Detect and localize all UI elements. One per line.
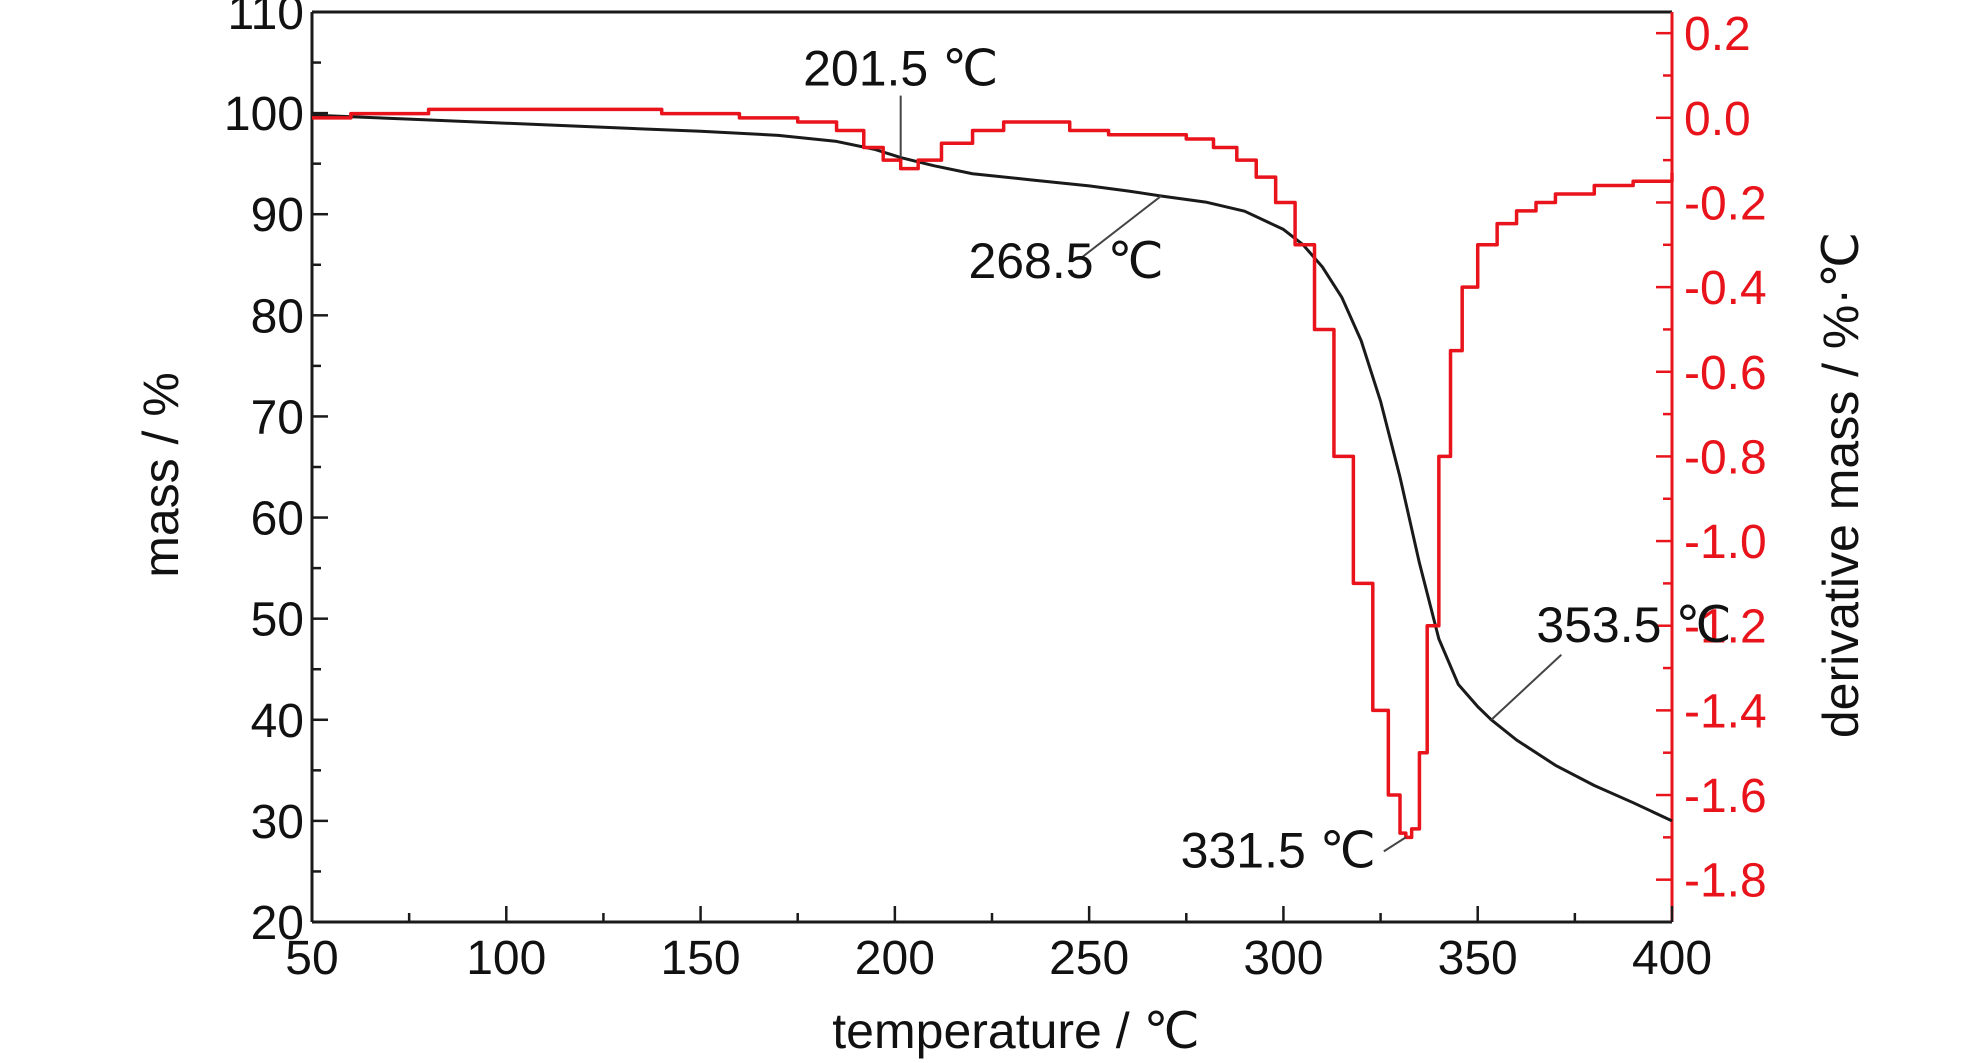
derivative-mass-line xyxy=(312,107,1674,840)
annotation-label: 353.5 ℃ xyxy=(1536,597,1731,653)
annotation-label: 331.5 ℃ xyxy=(1181,822,1376,878)
y-right-tick-label: -1.8 xyxy=(1684,855,1767,908)
y-left-tick-label: 80 xyxy=(251,290,304,343)
y-right-tick-label: -1.6 xyxy=(1684,770,1767,823)
y-right-tick-label: -0.8 xyxy=(1684,431,1767,484)
x-tick-label: 400 xyxy=(1632,932,1712,985)
x-axis-title: temperature / ℃ xyxy=(832,1003,1199,1059)
annotation-layer: 201.5 ℃ 268.5 ℃ 331.5 ℃ 353.5 ℃ xyxy=(803,41,1731,879)
y-right-tick-label: 0.2 xyxy=(1684,8,1751,61)
y-left-tick-label: 90 xyxy=(251,189,304,242)
y-left-tick-label: 30 xyxy=(251,796,304,849)
annotation-label: 268.5 ℃ xyxy=(968,233,1163,289)
y-right-tick-label: -0.6 xyxy=(1684,347,1767,400)
y-right-tick-label: 0.0 xyxy=(1684,93,1751,146)
annotation-leader xyxy=(1383,836,1407,853)
series-layer xyxy=(311,107,1674,840)
x-tick-label: 200 xyxy=(855,932,935,985)
x-tick-label: 50 xyxy=(285,932,338,985)
y-left-tick-label: 60 xyxy=(251,493,304,546)
annotation-label: 201.5 ℃ xyxy=(803,41,998,97)
y-right-tick-label: -1.4 xyxy=(1684,685,1767,738)
y-left-tick-label: 20 xyxy=(251,897,304,950)
y-right-tick-label: -1.0 xyxy=(1684,516,1767,569)
y-left-tick-label: 110 xyxy=(227,0,304,40)
annotation-leader xyxy=(1490,654,1562,721)
x-tick-label: 350 xyxy=(1438,932,1518,985)
y-axis-left-title: mass / % xyxy=(133,372,189,578)
mass-line xyxy=(311,113,1673,823)
x-tick-label: 250 xyxy=(1049,932,1129,985)
y-right-tick-label: -1.2 xyxy=(1684,601,1767,654)
y-left-tick-label: 70 xyxy=(251,391,304,444)
y-left-tick-label: 50 xyxy=(251,594,304,647)
y-left-tick-label: 40 xyxy=(251,695,304,748)
x-tick-label: 100 xyxy=(466,932,546,985)
annotation-leader xyxy=(1080,195,1162,259)
y-right-tick-label: -0.4 xyxy=(1684,262,1767,315)
y-right-tick-label: -0.2 xyxy=(1684,177,1767,230)
y-axis-right-title: derivative mass / %·℃ xyxy=(1813,232,1869,738)
x-tick-label: 150 xyxy=(661,932,741,985)
axes-layer: 50 100 150 200 250 300 350 400 20 30 40 50 60 70 80 90 1… xyxy=(224,0,1767,985)
x-tick-label: 300 xyxy=(1243,932,1323,985)
y-left-tick-label: 100 xyxy=(224,88,304,141)
